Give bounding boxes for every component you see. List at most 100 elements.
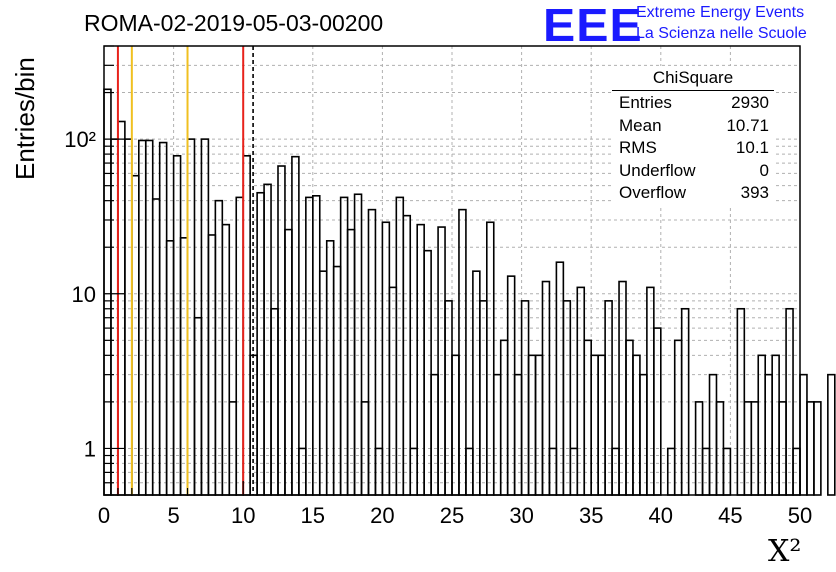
x-tick-label: 25 — [440, 503, 464, 528]
histogram-bin — [110, 138, 119, 496]
histogram-bin — [277, 165, 286, 496]
histogram-bin — [318, 270, 328, 496]
stats-row-rms: RMS 10.1 — [619, 138, 769, 160]
x-tick-label: 45 — [718, 503, 742, 528]
x-tick-label: 35 — [579, 503, 603, 528]
x-tick-label: 5 — [167, 503, 179, 528]
histogram-bin — [367, 208, 377, 496]
x-tick-label: 15 — [301, 503, 325, 528]
histogram-bin — [757, 354, 766, 496]
histogram-bin — [416, 223, 425, 496]
histogram-bin — [444, 300, 453, 496]
histogram-bin — [499, 339, 509, 496]
histogram-bin — [492, 373, 502, 496]
histogram-bin — [632, 354, 641, 496]
histogram-bin — [423, 249, 432, 496]
stats-value: 2930 — [731, 93, 769, 112]
histogram-bin — [562, 300, 572, 496]
histogram-bin — [639, 373, 648, 496]
histogram-bin — [158, 141, 168, 496]
stats-title: ChiSquare — [652, 68, 734, 87]
histogram-bin — [813, 401, 822, 496]
histogram-bin — [353, 193, 363, 496]
histogram-bin — [242, 155, 251, 496]
stats-key: Mean — [619, 116, 662, 135]
histogram-bin — [653, 327, 662, 496]
histogram-bin — [472, 270, 481, 496]
histogram-bin — [311, 195, 321, 496]
y-tick-label: 10 — [72, 282, 96, 307]
x-tick-label: 20 — [370, 503, 394, 528]
y-tick-label: 10² — [64, 127, 96, 152]
stats-key: Overflow — [619, 183, 687, 202]
stats-value: 10.71 — [726, 116, 769, 135]
histogram-bin — [520, 300, 530, 496]
histogram-bin — [151, 198, 161, 496]
histogram-bin — [381, 221, 391, 496]
stats-key: Entries — [619, 93, 672, 112]
histogram-bin — [527, 354, 537, 496]
histogram-bin — [117, 120, 126, 496]
stats-row-overflow: Overflow 393 — [619, 183, 769, 205]
histogram-bin — [806, 401, 815, 496]
histogram-bin — [479, 300, 488, 496]
x-tick-label: 0 — [98, 503, 110, 528]
histogram-bin — [124, 138, 133, 496]
stats-value: 393 — [740, 183, 769, 202]
eee-logo: EEE — [543, 0, 643, 51]
x-tick-label: 40 — [649, 503, 673, 528]
histogram-bin — [214, 199, 224, 496]
histogram-bin — [451, 354, 460, 496]
histogram-bin — [764, 373, 773, 496]
x-tick-label: 30 — [509, 503, 533, 528]
histogram-bin — [673, 339, 683, 496]
histogram-bin — [708, 373, 718, 496]
y-tick-label: 1 — [84, 436, 96, 461]
stats-box: ChiSquare Entries 2930 Mean 10.71 RMS 10… — [612, 66, 774, 206]
logo-subtitle-line1: Extreme Energy Events — [636, 4, 805, 21]
histogram-bin — [771, 354, 780, 496]
logo-subtitle-line2: La Scienza nelle Scuole — [636, 25, 807, 42]
histogram-bin — [179, 237, 189, 496]
histogram-bin — [325, 240, 335, 496]
chart-title: ROMA-02-2019-05-03-00200 — [84, 10, 384, 36]
x-tick-label: 50 — [788, 503, 812, 528]
stats-row-underflow: Underflow 0 — [619, 161, 769, 183]
histogram-bin — [597, 354, 606, 496]
histogram-bin — [534, 354, 544, 496]
histogram-bin — [583, 339, 592, 496]
histogram-bin — [305, 196, 314, 496]
histogram-bin — [799, 373, 808, 496]
histogram-bin — [131, 174, 140, 496]
reference-lines — [116, 46, 254, 495]
stats-row-entries: Entries 2930 — [619, 93, 769, 115]
histogram-bin — [256, 191, 265, 496]
stats-row-mean: Mean 10.71 — [619, 116, 769, 138]
histogram-bin — [604, 300, 613, 496]
histogram-bin — [165, 240, 175, 496]
histogram-bin — [186, 138, 196, 496]
histogram-bin — [485, 221, 495, 496]
histogram-bin — [193, 316, 203, 496]
y-axis-label: Entries/bin — [10, 57, 40, 180]
histogram-bin — [339, 196, 349, 496]
histogram-bin — [555, 261, 565, 496]
stats-key: Underflow — [619, 161, 696, 180]
histogram-bin — [827, 373, 836, 496]
histogram-bin — [590, 354, 599, 496]
histogram-bin — [458, 208, 467, 496]
histogram-bin — [221, 223, 231, 496]
histogram-bin — [437, 226, 446, 496]
stats-value: 10.1 — [735, 138, 769, 157]
histogram-bin — [291, 155, 300, 496]
histogram-bin — [625, 339, 634, 496]
histogram-bin — [513, 373, 523, 496]
histogram-bin — [103, 88, 112, 496]
x-tick-label: 10 — [231, 503, 255, 528]
stats-key: RMS — [619, 138, 657, 157]
histogram-bin — [200, 138, 210, 496]
axes: 0 5 10 15 20 25 30 35 40 45 50 1 10 10² — [64, 45, 812, 528]
stats-value: 0 — [759, 161, 769, 180]
histogram-bin — [172, 155, 182, 496]
histogram-bin — [235, 196, 245, 496]
